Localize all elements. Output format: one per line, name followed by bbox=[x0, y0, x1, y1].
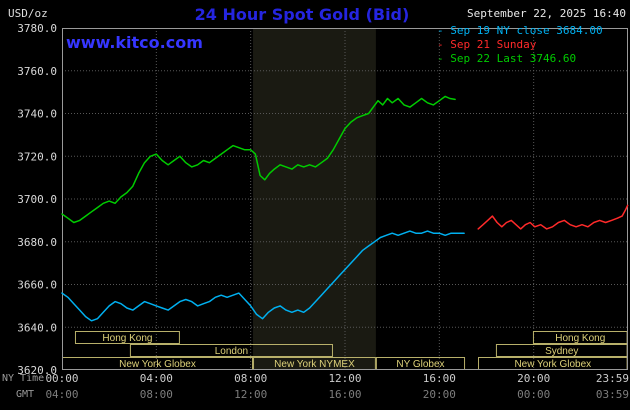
legend-item-sep22: - Sep 22 Last 3746.60 bbox=[437, 52, 603, 66]
legend: - Sep 19 NY close 3684.00 - Sep 21 Sunda… bbox=[437, 24, 603, 66]
session-label: New York Globex bbox=[119, 359, 196, 370]
x-tick-ny-label: 16:00 bbox=[423, 372, 456, 385]
y-tick-label: 3680.0 bbox=[17, 236, 57, 249]
x-tick-ny-label: 23:59 bbox=[596, 372, 629, 385]
session-label: Hong Kong bbox=[555, 333, 605, 344]
chart-title: 24 Hour Spot Gold (Bid) bbox=[194, 5, 410, 24]
session-label: NY Globex bbox=[396, 359, 444, 370]
legend-marker-sep21: - bbox=[437, 38, 444, 51]
price-line-sep21 bbox=[477, 204, 629, 230]
x-tick-gmt-label: 20:00 bbox=[423, 388, 456, 401]
y-tick-label: 3720.0 bbox=[17, 150, 57, 163]
kitco-watermark-link[interactable]: www.kitco.com bbox=[66, 33, 203, 52]
legend-label-sep22: Sep 22 Last 3746.60 bbox=[450, 52, 577, 65]
x-tick-ny-label: 00:00 bbox=[45, 372, 78, 385]
x-tick-ny-label: 20:00 bbox=[517, 372, 550, 385]
y-tick-label: 3740.0 bbox=[17, 108, 57, 121]
session-label: London bbox=[215, 346, 248, 357]
x-tick-ny-label: 04:00 bbox=[140, 372, 173, 385]
y-tick-label: 3620.0 bbox=[17, 364, 57, 377]
y-tick-label: 3660.0 bbox=[17, 279, 57, 292]
legend-marker-sep19: - bbox=[437, 24, 444, 37]
plot-border bbox=[62, 28, 628, 370]
legend-label-sep19: Sep 19 NY close 3684.00 bbox=[450, 24, 603, 37]
x-tick-ny-label: 08:00 bbox=[234, 372, 267, 385]
chart-datetime: September 22, 2025 16:40 bbox=[467, 7, 626, 20]
x-tick-gmt-label: 04:00 bbox=[45, 388, 78, 401]
legend-item-sep19: - Sep 19 NY close 3684.00 bbox=[437, 24, 603, 38]
y-tick-label: 3760.0 bbox=[17, 65, 57, 78]
y-tick-label: 3780.0 bbox=[17, 22, 57, 35]
session-label: Hong Kong bbox=[102, 333, 152, 344]
session-label: Sydney bbox=[545, 346, 578, 357]
session-label: New York Globex bbox=[514, 359, 591, 370]
session-label: New York NYMEX bbox=[274, 359, 355, 370]
legend-marker-sep22: - bbox=[437, 52, 444, 65]
session-box bbox=[74, 331, 180, 344]
x-axis-gmt-label: GMT bbox=[16, 389, 35, 400]
x-tick-gmt-label: 03:59 bbox=[596, 388, 629, 401]
y-axis-unit-label: USD/oz bbox=[8, 7, 48, 20]
price-line-sep22 bbox=[61, 95, 456, 224]
x-tick-gmt-label: 00:00 bbox=[517, 388, 550, 401]
x-tick-gmt-label: 08:00 bbox=[140, 388, 173, 401]
legend-item-sep21: - Sep 21 Sunday bbox=[437, 38, 603, 52]
y-tick-label: 3640.0 bbox=[17, 321, 57, 334]
x-tick-gmt-label: 16:00 bbox=[328, 388, 361, 401]
x-axis-ny-time-label: NY Time bbox=[2, 373, 45, 384]
session-box bbox=[129, 344, 333, 357]
x-tick-gmt-label: 12:00 bbox=[234, 388, 267, 401]
legend-label-sep21: Sep 21 Sunday bbox=[450, 38, 537, 51]
price-line-sep19 bbox=[61, 230, 465, 322]
y-tick-label: 3700.0 bbox=[17, 193, 57, 206]
x-tick-ny-label: 12:00 bbox=[328, 372, 361, 385]
